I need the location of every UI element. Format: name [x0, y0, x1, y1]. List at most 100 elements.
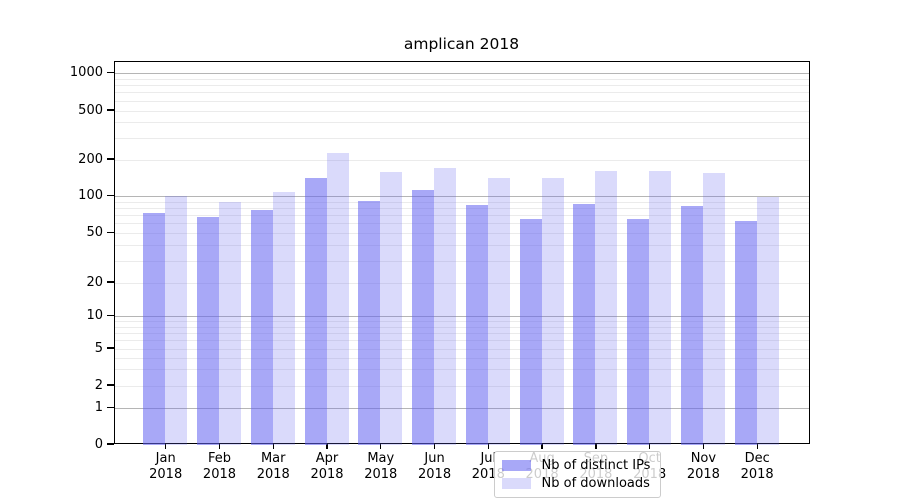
bar-downloads-jul [487, 178, 510, 445]
bar-distinct-ips-oct [627, 218, 650, 445]
y-axis-tick [106, 72, 114, 74]
x-axis-tick [487, 444, 490, 449]
y-axis-tick-label: 200 [78, 151, 103, 167]
bar-distinct-ips-mar [250, 209, 273, 445]
gridline-minor [114, 357, 809, 359]
bar-distinct-ips-jan [143, 212, 166, 445]
bar-downloads-dec [756, 196, 779, 445]
y-axis-tick-label: 2 [94, 377, 103, 393]
plot-area: Nb of distinct IPs Nb of downloads [113, 61, 810, 498]
gridline-minor [114, 208, 809, 210]
bar-downloads-oct [649, 171, 672, 445]
gridline-minor [114, 159, 809, 161]
gridline-minor [114, 110, 809, 112]
y-axis-tick-label: 1 [94, 400, 103, 416]
bar-downloads-aug [541, 177, 564, 445]
gridline-minor [114, 215, 809, 217]
y-axis-tick [106, 232, 114, 234]
legend-label-distinct-ips: Nb of distinct IPs [541, 457, 651, 473]
x-axis-tick-label-may: May 2018 [364, 451, 398, 482]
y-axis-tick [106, 281, 114, 283]
bar-distinct-ips-feb [196, 217, 219, 445]
bar-downloads-jun [434, 167, 457, 445]
y-axis-tick-label: 5 [94, 340, 103, 356]
gridline-major-100 [114, 196, 809, 198]
y-axis-tick [106, 158, 114, 160]
x-axis-tick [326, 444, 328, 449]
gridline-minor [114, 223, 809, 225]
y-axis-tick-label: 50 [86, 225, 103, 241]
bar-distinct-ips-sep [573, 204, 596, 445]
gridline-major-10 [114, 316, 809, 318]
legend-swatch-distinct-ips [501, 459, 531, 471]
bar-distinct-ips-nov [680, 206, 703, 445]
gridline-minor [114, 100, 809, 102]
bar-downloads-mar [272, 192, 295, 445]
y-axis-tick [106, 384, 114, 386]
gridline-minor [114, 326, 809, 328]
x-axis-tick [541, 444, 543, 449]
gridline-minor [114, 122, 809, 124]
x-axis-tick [165, 444, 167, 449]
gridline-minor [114, 385, 809, 387]
gridline-minor [114, 332, 809, 334]
gridline-minor [114, 348, 809, 350]
gridline-minor [114, 321, 809, 323]
gridline-minor [114, 369, 809, 371]
bar-distinct-ips-may [358, 201, 381, 445]
gridline-minor [114, 85, 809, 87]
x-axis-tick-label-feb: Feb 2018 [202, 451, 237, 482]
bar-distinct-ips-dec [734, 220, 757, 445]
chart-title: amplican 2018 [403, 35, 520, 53]
gridline-major-1 [114, 408, 809, 410]
gridline-major-1000 [114, 73, 809, 75]
bar-downloads-jan [165, 196, 188, 445]
legend: Nb of distinct IPs Nb of downloads [493, 451, 661, 498]
bar-distinct-ips-apr [304, 177, 327, 445]
y-axis-tick [106, 443, 114, 445]
legend-item-downloads: Nb of downloads [501, 476, 653, 492]
legend-swatch-downloads [501, 478, 531, 490]
y-axis-tick-label: 500 [78, 102, 103, 118]
legend-item-distinct-ips: Nb of distinct IPs [501, 457, 653, 473]
y-axis-tick-label: 10 [86, 308, 103, 324]
y-axis-tick-label: 1000 [69, 65, 103, 81]
y-axis-tick [106, 195, 114, 197]
x-axis-tick-label-nov: Nov 2018 [686, 451, 720, 482]
bar-downloads-sep [595, 170, 618, 445]
y-axis-tick-label: 100 [78, 188, 103, 204]
y-axis-tick-label: 0 [94, 436, 103, 452]
bar-distinct-ips-jun [412, 190, 435, 445]
x-axis-tick-label-jun: Jun 2018 [418, 451, 452, 482]
gridline-minor [114, 137, 809, 139]
gridline-minor [114, 260, 809, 262]
bar-distinct-ips-jul [465, 204, 488, 445]
x-axis-tick-label-jan: Jan 2018 [149, 451, 183, 482]
gridline-minor [114, 340, 809, 341]
y-axis-tick-label: 20 [86, 274, 103, 290]
gridline-minor [114, 245, 809, 247]
gridline-minor [114, 233, 809, 235]
x-axis-tick-label-apr: Apr 2018 [310, 451, 344, 482]
x-axis-tick-label-dec: Dec 2018 [740, 451, 774, 482]
bar-downloads-may [380, 171, 403, 445]
bar-downloads-nov [702, 172, 725, 445]
bar-distinct-ips-aug [519, 218, 542, 445]
gridline-minor [114, 78, 809, 80]
legend-label-downloads: Nb of downloads [541, 476, 650, 492]
y-axis-tick [106, 315, 114, 317]
y-axis-tick [106, 109, 114, 111]
x-axis-tick-label-mar: Mar 2018 [256, 451, 290, 482]
y-axis-tick [106, 347, 114, 349]
x-axis-tick [649, 444, 651, 449]
gridline-minor [114, 92, 809, 94]
x-axis-tick [756, 444, 758, 449]
x-axis-tick [433, 444, 436, 449]
gridline-minor [114, 282, 809, 284]
y-axis-tick [106, 407, 114, 409]
bar-downloads-apr [326, 152, 349, 445]
x-axis-tick [702, 444, 705, 449]
x-axis-tick [380, 444, 382, 449]
bar-downloads-feb [218, 202, 241, 445]
